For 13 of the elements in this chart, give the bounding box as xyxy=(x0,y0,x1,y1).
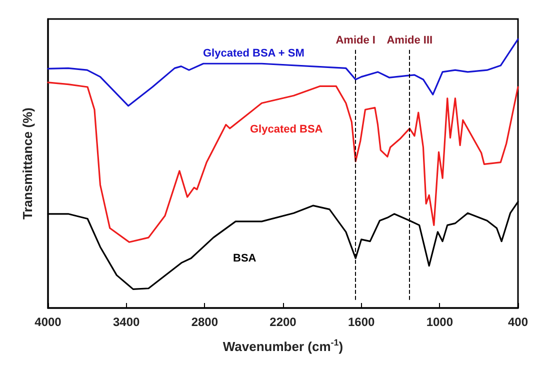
ref-line-label: Amide I xyxy=(336,34,376,46)
x-tick-label: 1600 xyxy=(348,315,376,329)
y-axis-title: Transmittance (%) xyxy=(20,108,35,220)
x-tick-label: 4000 xyxy=(34,315,62,329)
series-label: Glycated BSA + SM xyxy=(203,48,304,60)
x-tick-label: 2200 xyxy=(270,315,297,329)
ref-line-label: Amide III xyxy=(386,34,433,46)
series-label: Glycated BSA xyxy=(250,124,323,136)
x-tick-label: 1000 xyxy=(426,315,454,329)
x-tick-label: 2800 xyxy=(191,315,218,329)
x-tick-label: 400 xyxy=(508,315,528,329)
text: BSA xyxy=(233,252,256,264)
x-tick-label: 3400 xyxy=(112,315,140,329)
